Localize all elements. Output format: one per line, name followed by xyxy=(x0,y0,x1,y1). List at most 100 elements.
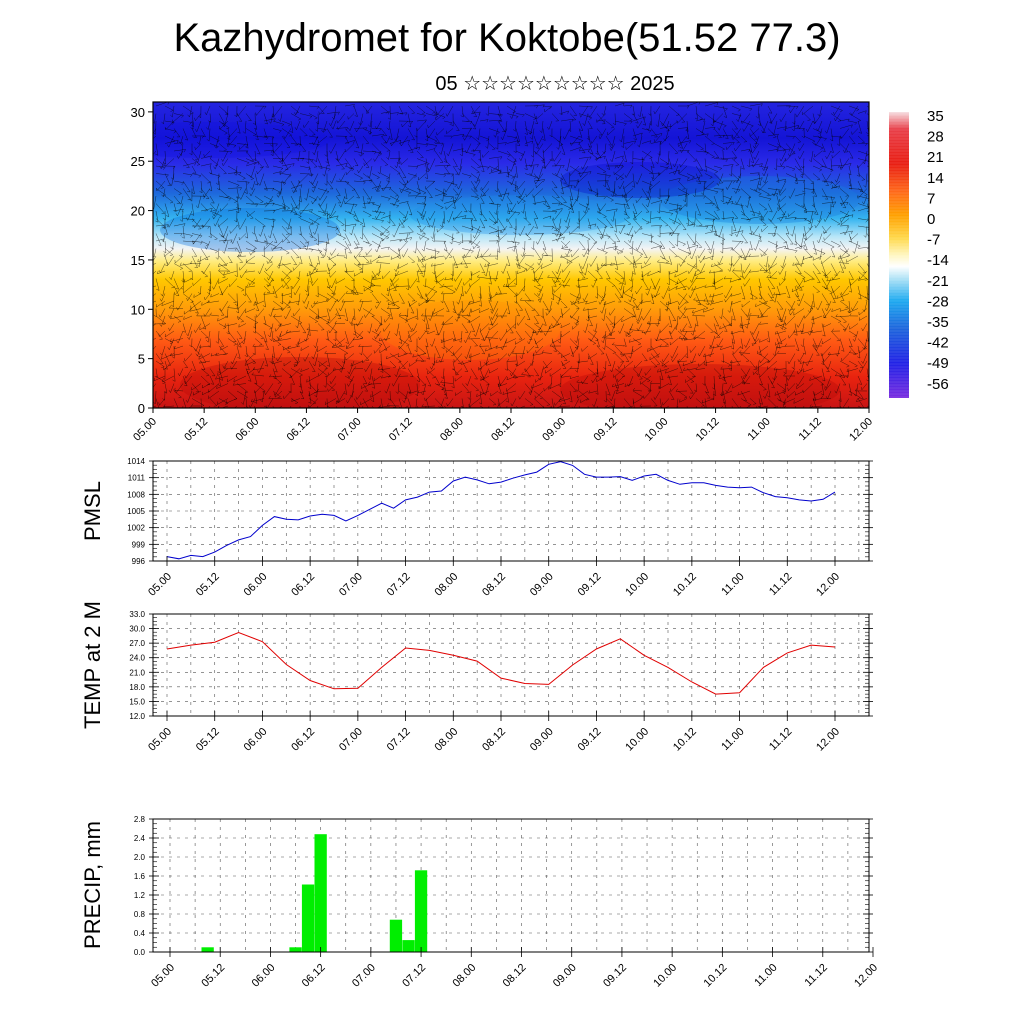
x-tick-label: 07.12 xyxy=(385,726,413,754)
chart-subtitle: 05 ☆☆☆☆☆☆☆☆☆ 2025 xyxy=(435,73,675,95)
x-tick-label: 05.00 xyxy=(149,962,177,990)
x-tick-label: 11.12 xyxy=(767,726,794,753)
y-tick-label: 10 xyxy=(131,302,145,317)
x-tick-label: 10.00 xyxy=(623,571,651,599)
pmsl-line xyxy=(166,461,836,560)
x-tick-label: 09.12 xyxy=(576,726,604,754)
x-tick-label: 09.00 xyxy=(540,416,568,444)
heatmap-blob xyxy=(380,300,560,360)
x-tick-label: 10.12 xyxy=(671,726,699,754)
x-tick-label: 08.12 xyxy=(480,571,508,599)
pmsl-grid xyxy=(153,460,869,562)
colorbar-label: 21 xyxy=(927,149,944,166)
y-tick-label: 0.0 xyxy=(134,948,146,957)
colorbar-strip xyxy=(889,112,909,398)
y-tick-label: 1014 xyxy=(127,457,145,466)
precip-bar xyxy=(201,947,214,953)
y-tick-label: 12.0 xyxy=(129,712,145,721)
x-tick-label: 07.00 xyxy=(337,726,365,754)
heatmap-blob xyxy=(660,176,860,224)
heatmap-x-axis: 05.00 05.12 06.00 06.12 07.00 07.12 08.00 08.12… xyxy=(131,408,875,444)
x-tick-label: 10.12 xyxy=(702,962,730,990)
y-tick-label: 27.0 xyxy=(129,639,145,648)
y-tick-label: 1005 xyxy=(127,507,145,516)
x-tick-label: 11.12 xyxy=(797,416,824,443)
pmsl-panel: 996 999 1002 1005 1008 1011 1014 05.00 05.12 06.0… xyxy=(80,457,873,599)
chart-title: Kazhydromet for Koktobe(51.52 77.3) xyxy=(173,16,841,60)
y-tick-label: 2.0 xyxy=(134,853,146,862)
x-tick-label: 09.00 xyxy=(528,726,556,754)
x-tick-label: 09.12 xyxy=(576,571,604,599)
precip-grid xyxy=(153,818,869,953)
y-tick-label: 2.4 xyxy=(134,834,146,843)
colorbar-label: -42 xyxy=(927,335,949,352)
y-tick-label: 24.0 xyxy=(129,654,145,663)
x-tick-label: 12.00 xyxy=(814,571,842,599)
x-tick-label: 07.00 xyxy=(336,416,364,444)
precip-frame xyxy=(152,818,870,953)
x-tick-label: 08.00 xyxy=(450,962,478,990)
x-tick-label: 08.12 xyxy=(501,962,529,990)
heatmap-panel: 0 5 10 15 20 25 30 05.00 05.12 06.00 06.12 07.00 07… xyxy=(131,101,875,444)
x-tick-label: 07.12 xyxy=(400,962,428,990)
y-tick-label: 21.0 xyxy=(129,668,145,677)
precip-bar xyxy=(389,919,403,952)
y-axis-label: PRECIP, mm xyxy=(80,821,105,949)
x-tick-label: 06.00 xyxy=(242,726,270,754)
precip-bar xyxy=(301,884,315,952)
colorbar-label: -28 xyxy=(927,293,949,310)
colorbar: 35 28 21 14 7 0 -7 -14 -21 -28 -35 -42 -49 -56 xyxy=(889,108,949,398)
x-tick-label: 11.00 xyxy=(719,726,746,753)
x-tick-label: 05.12 xyxy=(182,416,210,444)
precip-bar xyxy=(289,947,302,953)
x-tick-label: 11.00 xyxy=(745,416,772,443)
x-tick-label: 07.12 xyxy=(385,571,413,599)
x-tick-label: 08.12 xyxy=(480,726,508,754)
y-tick-label: 2.8 xyxy=(134,815,146,824)
x-tick-label: 06.12 xyxy=(300,962,328,990)
y-tick-label: 25 xyxy=(131,154,145,169)
x-tick-label: 05.12 xyxy=(194,726,222,754)
colorbar-label: -35 xyxy=(927,314,949,331)
y-axis-label: PMSL xyxy=(80,481,105,541)
y-tick-label: 30 xyxy=(131,105,145,120)
heatmap-blob xyxy=(560,162,720,198)
colorbar-labels: 35 28 21 14 7 0 -7 -14 -21 -28 -35 -42 -49 -56 xyxy=(927,108,949,393)
y-tick-label: 30.0 xyxy=(129,625,145,634)
x-tick-label: 05.00 xyxy=(146,726,174,754)
heatmap-variations xyxy=(153,122,860,408)
x-tick-label: 09.00 xyxy=(551,962,579,990)
colorbar-label: -7 xyxy=(927,232,940,249)
colorbar-label: 0 xyxy=(927,211,935,228)
y-tick-label: 15 xyxy=(131,253,145,268)
x-tick-label: 06.00 xyxy=(242,571,270,599)
colorbar-bands xyxy=(889,111,909,398)
y-tick-label: 15.0 xyxy=(129,697,145,706)
x-tick-label: 08.12 xyxy=(489,416,517,444)
y-tick-label: 18.0 xyxy=(129,683,145,692)
heatmap-y-axis: 0 5 10 15 20 25 30 xyxy=(131,105,153,416)
y-tick-label: 1002 xyxy=(127,524,145,533)
y-tick-label: 999 xyxy=(132,540,146,549)
x-tick-label: 08.00 xyxy=(432,726,460,754)
y-tick-label: 1.2 xyxy=(134,891,146,900)
x-tick-label: 06.12 xyxy=(289,726,317,754)
y-tick-label: 0 xyxy=(138,401,145,416)
x-tick-label: 11.00 xyxy=(752,962,779,989)
heatmap-field xyxy=(153,102,869,408)
colorbar-label: 14 xyxy=(927,170,944,187)
y-tick-label: 996 xyxy=(132,557,146,566)
x-tick-label: 10.12 xyxy=(671,571,699,599)
x-tick-label: 10.00 xyxy=(651,962,679,990)
y-tick-label: 5 xyxy=(138,352,145,367)
x-tick-label: 05.00 xyxy=(131,416,159,444)
x-tick-label: 07.12 xyxy=(387,416,415,444)
y-tick-label: 1008 xyxy=(127,490,145,499)
y-tick-label: 33.0 xyxy=(129,610,145,619)
x-tick-label: 06.12 xyxy=(285,416,313,444)
x-tick-label: 07.00 xyxy=(350,962,378,990)
wind-barbs xyxy=(153,102,869,408)
temp-line xyxy=(166,631,836,695)
y-tick-label: 0.8 xyxy=(134,910,146,919)
